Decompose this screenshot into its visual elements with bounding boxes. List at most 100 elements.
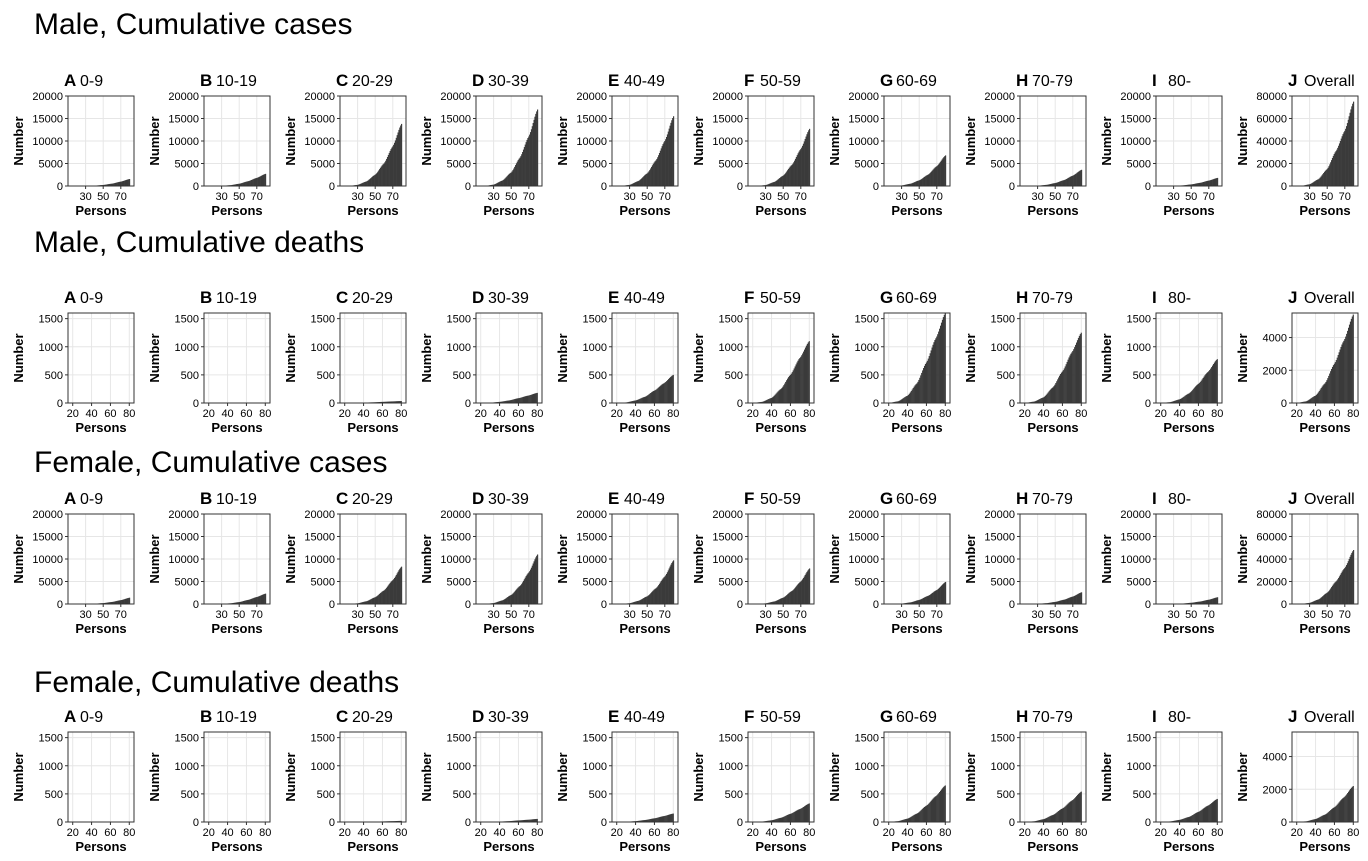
panel-title: 70-79 [1032, 491, 1073, 508]
x-tick-label: 70 [251, 191, 263, 203]
x-axis-label: Persons [347, 420, 398, 435]
bar [665, 137, 668, 186]
bar [784, 173, 786, 186]
bar [1335, 805, 1337, 822]
x-axis-label: Persons [75, 839, 126, 854]
bar [941, 319, 944, 403]
bar [771, 820, 774, 822]
bar [915, 600, 918, 604]
bar [233, 602, 235, 604]
bar [930, 594, 932, 604]
y-tick-label: 500 [45, 789, 63, 801]
panel-letter: J [1288, 707, 1297, 726]
bar [516, 588, 518, 604]
bar [1059, 600, 1061, 604]
bar [123, 180, 125, 186]
bar [1343, 568, 1345, 604]
x-tick-label: 30 [895, 609, 907, 621]
bar [112, 601, 114, 604]
panel-letter: G [880, 707, 893, 726]
bar [1073, 596, 1075, 604]
bar [1336, 804, 1338, 822]
bar [1065, 179, 1067, 186]
bar [651, 591, 654, 604]
bar [105, 602, 107, 604]
bar [1320, 816, 1322, 822]
bar [365, 601, 367, 604]
bar [939, 790, 942, 822]
bar [387, 401, 389, 403]
bar [390, 581, 392, 604]
bar [1033, 401, 1035, 403]
bar [1189, 816, 1191, 822]
y-tick-label: 1000 [39, 761, 63, 773]
x-tick-label: 30 [79, 609, 91, 621]
bar [1175, 820, 1177, 822]
bar [672, 561, 674, 604]
bar [1057, 601, 1059, 604]
bar [784, 383, 786, 403]
bar [787, 377, 790, 403]
bar [919, 377, 921, 403]
y-tick-label: 0 [1281, 398, 1287, 410]
bar [367, 180, 369, 186]
bar [1052, 602, 1055, 604]
bar [1171, 401, 1173, 403]
bar [110, 183, 112, 186]
bar [1042, 819, 1044, 822]
y-tick-label: 0 [1145, 181, 1151, 193]
bar [383, 163, 385, 186]
bar [768, 602, 770, 604]
bar [525, 396, 527, 403]
bar [534, 559, 536, 604]
bar [1328, 166, 1330, 186]
x-tick-label: 20 [67, 408, 79, 420]
bar [631, 183, 633, 186]
y-axis-label: Number [1099, 116, 1114, 165]
bar [1052, 183, 1055, 186]
bar [513, 592, 515, 604]
bar [779, 389, 781, 403]
bar [265, 593, 267, 604]
x-axis-label: Persons [619, 203, 670, 218]
bar [666, 815, 668, 822]
x-tick-label: 50 [1185, 191, 1197, 203]
bar [938, 587, 941, 604]
bar [1046, 184, 1048, 186]
bar [1312, 182, 1314, 186]
y-tick-label: 10000 [1120, 554, 1151, 566]
bar [791, 164, 793, 186]
x-tick-label: 50 [505, 609, 517, 621]
bar [660, 581, 662, 604]
bar [1310, 183, 1312, 186]
x-tick-label: 70 [387, 191, 399, 203]
bar [1079, 334, 1081, 403]
bar [938, 793, 940, 822]
y-tick-label: 20000 [1256, 159, 1287, 171]
bar [1349, 556, 1351, 604]
bar [513, 399, 515, 403]
bar [632, 183, 634, 186]
bar [528, 819, 530, 822]
y-tick-label: 20000 [1256, 577, 1287, 589]
y-tick-label: 1500 [855, 314, 879, 326]
bar [524, 144, 526, 186]
bar [925, 362, 928, 403]
bar [237, 183, 239, 186]
bar [1324, 170, 1327, 186]
bar [393, 142, 396, 186]
bar [494, 183, 496, 186]
bar [400, 401, 402, 403]
bar [770, 820, 773, 822]
bar [932, 169, 934, 186]
bar [117, 600, 119, 604]
bar [118, 181, 120, 186]
bar [638, 180, 640, 186]
bar [514, 591, 516, 604]
bar [506, 176, 508, 186]
bar [641, 820, 643, 822]
bar [634, 400, 637, 403]
bar [1178, 819, 1180, 822]
